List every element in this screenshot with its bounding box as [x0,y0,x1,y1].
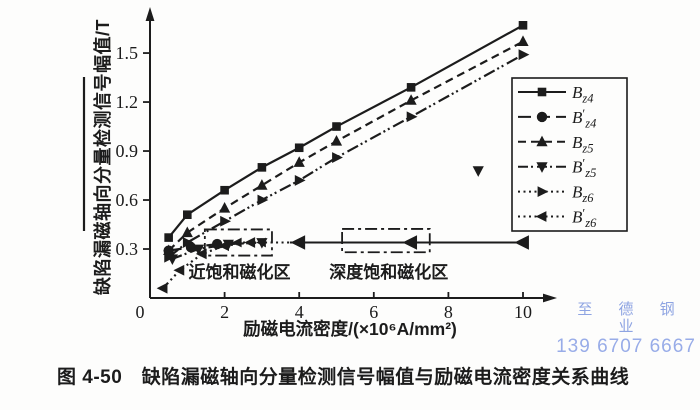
y-axis-arrow [145,7,155,21]
x-tick-label: 6 [369,302,378,322]
y-tick-label: 0.9 [116,141,139,161]
x-tick-label: 4 [295,302,304,322]
series-marker-Bz4 [183,210,192,220]
series-marker-Bz5 [163,244,175,256]
legend-box [511,77,628,232]
series-marker-Bz5 [219,201,231,213]
series-marker-Bz6p [218,240,229,252]
series-marker-Bz6p [195,248,207,260]
series-marker-Bz6 [220,215,231,227]
series-marker-Bz5 [293,156,305,167]
series-marker-Bz5 [405,94,417,105]
series-marker-Bz6p [173,264,185,276]
x-tick-label: 0 [136,302,145,322]
series-marker-Bz6 [294,175,306,186]
series-marker-Bz6 [182,237,194,248]
series-marker-Bz6 [518,49,530,61]
zone-label-0: 近饱和磁化区 [189,262,291,282]
series-marker-Bz4 [257,163,267,172]
y-tick-label: 0.6 [116,190,139,210]
series-marker-Bz4 [332,122,341,131]
legend-marker [536,111,548,123]
legend-marker [536,162,548,173]
series-line-Bz6 [167,53,524,259]
series-marker-Bz5 [517,35,529,47]
legend-marker [535,211,547,222]
saturation-arrow [514,235,529,250]
stray-marker [472,166,484,177]
series-marker-Bz5 [181,226,193,238]
series-marker-Bz4 [220,185,229,195]
x-tick-label: 10 [514,302,532,322]
series-marker-Bz5 [256,179,268,190]
series-marker-Bz6 [332,152,343,163]
legend-label: Bz4 [572,83,594,106]
legend-label: B′​z5 [572,156,596,181]
legend-label: Bz6 [572,183,594,206]
legend-label: B′​z4 [572,106,596,130]
x-tick-label: 8 [444,302,453,322]
x-tick-label: 2 [220,302,229,322]
series-line-Bz5 [167,40,524,252]
series-marker-Bz4 [164,233,173,242]
series-line-Bz4 [167,24,524,239]
legend-label: B′​z6 [572,206,597,231]
series-marker-Bz4 [294,143,304,153]
chart-canvas: 0 2 4 6 8 10 0.3 0.6 0.9 1.2 1.5 励磁电流密度/(×10⁶A/mm²)… [82,7,628,339]
series-line-Bz5p [171,241,262,260]
y-axis-title: 缺陷漏磁轴向分量检测信号幅值/T [92,19,113,296]
series-marker-Bz6p [156,282,168,294]
series-marker-Bz4 [518,20,528,30]
series-marker-Bz6 [406,111,418,123]
series-marker-Bz6 [257,194,269,206]
series-marker-Bz4 [406,83,416,92]
saturation-arrow [290,235,306,250]
saturation-arrow [402,235,418,250]
series-marker-Bz6p [244,237,256,248]
zone-label-1: 深度饱和磁化区 [329,262,448,282]
series-marker-Bz5 [330,135,343,146]
legend-marker [537,186,549,197]
y-tick-label: 0.3 [116,239,139,259]
series-marker-Bz5p [192,244,205,256]
y-tick-label: 1.2 [116,92,139,112]
legend-marker [536,135,548,147]
legend-label: Bz5 [572,133,594,156]
y-tick-label: 1.5 [116,43,139,63]
x-axis-arrow [543,293,557,303]
figure-caption: 图 4-50 缺陷漏磁轴向分量检测信号幅值与励磁电流密度关系曲线 [57,367,630,388]
series-marker-Bz6 [164,251,176,263]
saturation-arrow-small [231,237,242,248]
series-marker-Bz5p [256,238,268,249]
x-axis-title: 励磁电流密度/(×10⁶A/mm²) [243,319,457,339]
legend-marker [537,87,547,97]
zone-rect-1 [341,228,431,254]
